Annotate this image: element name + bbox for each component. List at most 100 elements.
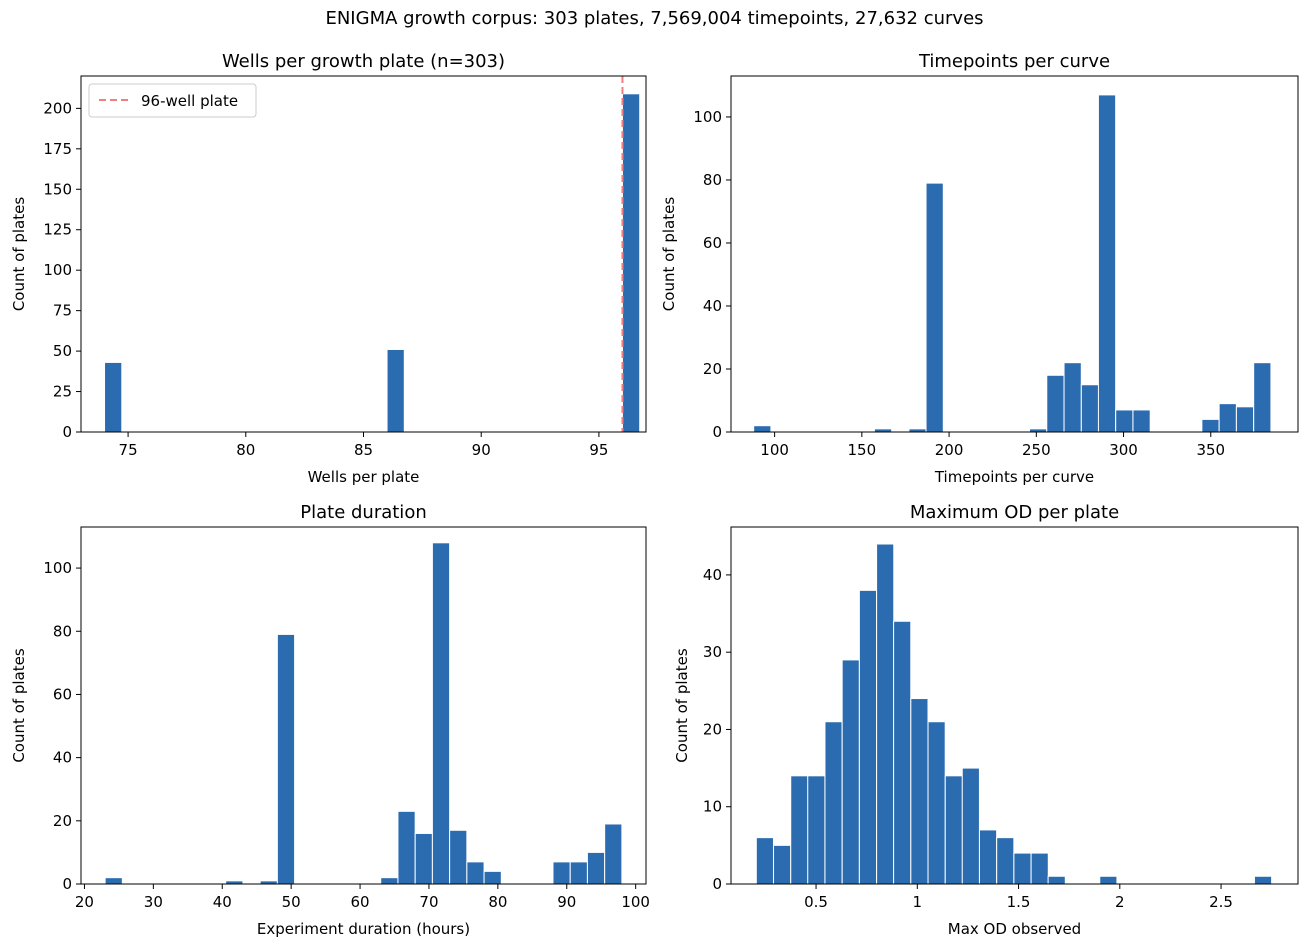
axes-frame <box>80 526 647 885</box>
x-tick-label: 200 <box>935 441 964 459</box>
y-tick-label: 40 <box>703 297 722 315</box>
histogram-bar <box>978 829 998 885</box>
x-tick-label: 85 <box>354 441 373 459</box>
histogram-bar <box>1013 852 1032 885</box>
panel-title: Wells per growth plate (n=303) <box>222 51 505 72</box>
y-tick-label: 0 <box>62 423 72 441</box>
histogram-bar <box>104 877 123 885</box>
histogram-bar <box>386 348 405 433</box>
x-tick-label: 0.5 <box>804 893 828 911</box>
histogram-bar <box>1080 384 1100 433</box>
histogram-bar <box>876 543 895 885</box>
histogram-bar <box>1047 875 1066 885</box>
y-axis-label: Count of plates <box>10 197 28 312</box>
histogram-bar <box>449 829 468 885</box>
x-tick-label: 150 <box>848 441 877 459</box>
y-axis-label: Count of plates <box>673 648 691 763</box>
histogram-bar <box>755 837 774 885</box>
histogram-bar <box>466 861 485 885</box>
histogram-bar <box>1030 852 1049 885</box>
axes-frame <box>730 526 1299 885</box>
y-tick-label: 20 <box>53 812 72 830</box>
histogram-bar <box>569 861 588 885</box>
legend-label: 96-well plate <box>141 92 238 110</box>
x-tick-label: 1.5 <box>1007 893 1031 911</box>
histogram-bar <box>1097 94 1117 433</box>
y-tick-label: 125 <box>43 221 72 239</box>
x-tick-label: 100 <box>760 441 789 459</box>
y-tick-label: 200 <box>43 99 72 117</box>
histogram-bar <box>1201 418 1220 433</box>
histogram-bar <box>604 823 623 885</box>
y-tick-label: 0 <box>62 875 72 893</box>
y-tick-label: 40 <box>703 566 722 584</box>
legend: 96-well plate <box>88 83 257 118</box>
x-tick-label: 100 <box>621 893 650 911</box>
chart-panel-4: 0.5 1 1.5 2 2.5 0 10 20 30 40 Maximum OD per plate… <box>673 502 1299 938</box>
y-tick-label: 60 <box>703 234 722 252</box>
histogram-bar <box>753 425 772 433</box>
x-axis-label: Wells per plate <box>308 468 420 486</box>
x-tick-label: 300 <box>1109 441 1138 459</box>
histogram-bar <box>944 775 963 885</box>
x-tick-label: 2 <box>1115 893 1125 911</box>
y-tick-label: 75 <box>53 302 72 320</box>
histogram-bar <box>824 721 843 885</box>
histogram-bar <box>1235 406 1255 433</box>
y-tick-label: 0 <box>712 423 722 441</box>
y-tick-label: 40 <box>53 749 72 767</box>
histogram-bar <box>483 870 502 885</box>
y-tick-label: 0 <box>712 875 722 893</box>
chart-panel-1: 75 80 85 90 95 0 25 50 75 100 125 150 175 200 Wells pe… <box>10 51 647 486</box>
histogram-bar <box>1046 374 1065 433</box>
histogram-bar <box>925 182 944 433</box>
y-tick-label: 50 <box>53 342 72 360</box>
x-tick-label: 95 <box>589 441 608 459</box>
histogram-bar <box>1099 875 1118 885</box>
histogram-bar <box>773 844 792 885</box>
legend-box <box>88 83 257 118</box>
x-tick-label: 90 <box>472 441 491 459</box>
y-axis-label: Count of plates <box>10 648 28 763</box>
axes-frame <box>80 75 647 433</box>
y-tick-label: 20 <box>703 720 722 738</box>
histogram-bar <box>380 877 399 885</box>
histogram-bar <box>552 861 571 885</box>
y-tick-label: 100 <box>693 108 722 126</box>
x-tick-label: 20 <box>75 893 94 911</box>
histogram-bar <box>586 851 606 885</box>
y-tick-label: 175 <box>43 140 72 158</box>
histogram-bar <box>276 633 296 885</box>
x-tick-label: 350 <box>1196 441 1225 459</box>
histogram-bar <box>996 837 1015 885</box>
x-tick-label: 60 <box>351 893 370 911</box>
figure-title: ENIGMA growth corpus: 303 plates, 7,569,… <box>325 8 984 29</box>
histogram-bar <box>807 775 826 885</box>
x-tick-label: 30 <box>144 893 163 911</box>
x-axis-label: Experiment duration (hours) <box>257 920 470 938</box>
histogram-bar <box>961 767 980 885</box>
x-tick-label: 70 <box>419 893 438 911</box>
x-tick-label: 1 <box>913 893 923 911</box>
panel-title: Plate duration <box>300 502 426 523</box>
histogram-bar <box>431 542 451 885</box>
histogram-bar <box>893 620 912 885</box>
x-tick-label: 90 <box>557 893 576 911</box>
y-tick-label: 60 <box>53 685 72 703</box>
histogram-bar <box>841 659 860 885</box>
y-tick-label: 150 <box>43 180 72 198</box>
panel-title: Maximum OD per plate <box>910 502 1119 523</box>
chart-panel-2: 100 150 200 250 300 350 0 20 40 60 80 100 Timepoints… <box>660 51 1299 486</box>
x-tick-label: 40 <box>213 893 232 911</box>
x-tick-label: 75 <box>119 441 138 459</box>
histogram-bar <box>104 361 123 433</box>
histogram-bar <box>414 832 433 885</box>
y-tick-label: 80 <box>703 171 722 189</box>
histogram-bar <box>1115 409 1134 433</box>
x-tick-label: 80 <box>488 893 507 911</box>
histogram-bar <box>1132 409 1151 433</box>
x-tick-label: 50 <box>282 893 301 911</box>
histogram-bar <box>790 775 809 885</box>
